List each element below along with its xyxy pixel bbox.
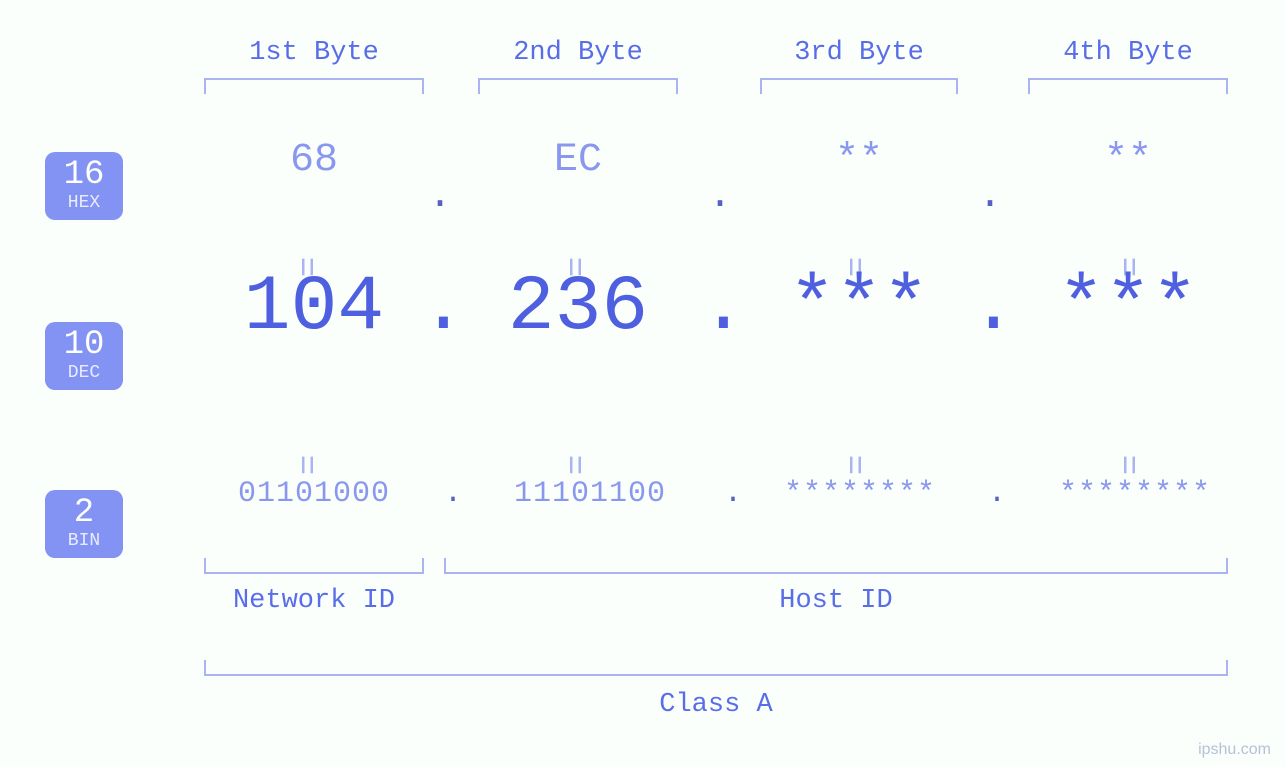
bin-dot-3: . <box>982 477 1012 511</box>
hex-byte-4: ** <box>1028 138 1228 183</box>
badge-hex: 16 HEX <box>45 152 123 220</box>
hex-dot-2: . <box>700 174 740 219</box>
dec-byte-4: *** <box>1028 264 1228 352</box>
byte-bracket-4 <box>1028 78 1228 94</box>
watermark: ipshu.com <box>1198 741 1271 759</box>
dec-dot-3: . <box>970 264 1010 352</box>
dec-byte-1: 104 <box>204 264 424 352</box>
eq-dec-bin-4: = <box>1107 455 1145 463</box>
dec-byte-3: *** <box>760 264 958 352</box>
badge-bin-sys: BIN <box>45 532 123 550</box>
eq-dec-bin-1: = <box>285 455 323 463</box>
label-class: Class A <box>204 690 1228 720</box>
hex-byte-2: EC <box>478 138 678 183</box>
bracket-class <box>204 660 1228 676</box>
badge-hex-num: 16 <box>45 158 123 192</box>
badge-dec: 10 DEC <box>45 322 123 390</box>
badge-hex-sys: HEX <box>45 194 123 212</box>
eq-dec-bin-3: = <box>833 455 871 463</box>
bin-byte-4: ******** <box>1010 477 1260 511</box>
byte-bracket-3 <box>760 78 958 94</box>
hex-byte-1: 68 <box>204 138 424 183</box>
badge-dec-num: 10 <box>45 328 123 362</box>
eq-dec-bin-2: = <box>553 455 591 463</box>
byte-label-4: 4th Byte <box>1028 38 1228 68</box>
dec-byte-2: 236 <box>478 264 678 352</box>
label-network: Network ID <box>204 586 424 616</box>
badge-bin-num: 2 <box>45 496 123 530</box>
ip-diagram: 1st Byte 2nd Byte 3rd Byte 4th Byte 16 H… <box>0 0 1285 767</box>
byte-label-2: 2nd Byte <box>478 38 678 68</box>
bin-byte-2: 11101100 <box>460 477 720 511</box>
label-host: Host ID <box>444 586 1228 616</box>
byte-bracket-1 <box>204 78 424 94</box>
badge-bin: 2 BIN <box>45 490 123 558</box>
hex-byte-3: ** <box>760 138 958 183</box>
hex-dot-1: . <box>420 174 460 219</box>
dec-dot-1: . <box>420 264 460 352</box>
byte-label-3: 3rd Byte <box>760 38 958 68</box>
bin-byte-1: 01101000 <box>184 477 444 511</box>
hex-dot-3: . <box>970 174 1010 219</box>
bracket-network <box>204 558 424 574</box>
byte-bracket-2 <box>478 78 678 94</box>
badge-dec-sys: DEC <box>45 364 123 382</box>
byte-label-1: 1st Byte <box>204 38 424 68</box>
dec-dot-2: . <box>700 264 740 352</box>
bin-byte-3: ******** <box>740 477 980 511</box>
bracket-host <box>444 558 1228 574</box>
